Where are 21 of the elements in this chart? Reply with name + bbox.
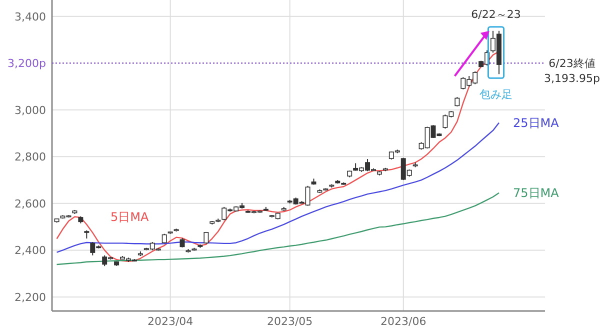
y-tick-label: 3,000: [14, 104, 46, 117]
series-label: 25日MA: [512, 116, 560, 130]
candlestick: [454, 96, 460, 107]
line-series: [56, 192, 500, 266]
x-tick-label: 2023/06: [380, 315, 426, 328]
annotation: 6/22～23: [471, 8, 521, 21]
y-tick-label: 2,600: [14, 197, 46, 210]
text: 6/23終値: [548, 57, 596, 70]
text: 3,193.95p: [544, 72, 600, 86]
line-series: [56, 122, 500, 253]
series-label: 5日MA: [110, 210, 150, 224]
annotation: 包み足: [480, 88, 512, 102]
series-label: 75日MA: [512, 186, 560, 200]
x-tick-label: 2023/04: [147, 315, 194, 328]
y-tick-label: 3,400: [14, 10, 46, 24]
y-tick-label: 2,200: [14, 290, 46, 304]
y-tick-label: 2,800: [14, 150, 46, 164]
ref-line-label: 3,200p: [8, 57, 46, 70]
x-tick-label: 2023/05: [266, 315, 313, 328]
y-tick-label: 2,400: [14, 244, 46, 258]
candlestick: [180, 238, 185, 248]
